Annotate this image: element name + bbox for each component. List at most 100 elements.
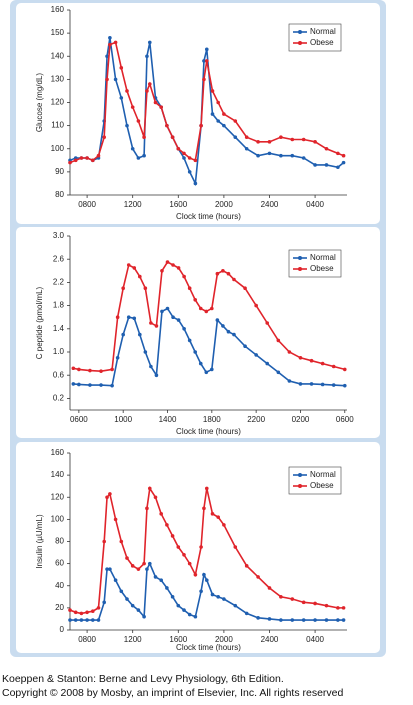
data-point — [193, 572, 198, 577]
data-point — [341, 606, 346, 610]
data-point — [232, 277, 236, 282]
data-point — [90, 158, 95, 163]
data-point — [105, 77, 109, 82]
data-point — [279, 153, 283, 158]
data-point — [199, 123, 203, 128]
y-tick-label: 0.2 — [53, 394, 65, 403]
data-point — [145, 567, 149, 571]
data-point — [154, 373, 159, 378]
data-point — [193, 298, 198, 302]
data-point — [193, 181, 198, 186]
data-point — [202, 506, 206, 511]
data-point — [149, 321, 153, 325]
data-point — [108, 42, 112, 47]
y-tick-label: 0 — [60, 625, 65, 634]
legend-swatch-dot — [298, 30, 302, 34]
data-point — [182, 327, 186, 331]
data-point — [341, 160, 346, 165]
y-tick-label: 0.6 — [53, 370, 65, 379]
data-point — [142, 153, 146, 158]
data-point — [102, 135, 106, 139]
data-point — [244, 564, 249, 568]
data-point — [71, 366, 76, 371]
data-point — [108, 567, 112, 571]
data-point — [243, 286, 247, 291]
data-point — [210, 89, 215, 93]
data-point — [105, 495, 109, 500]
legend-label: Obese — [310, 38, 334, 47]
y-tick-label: 80 — [55, 537, 64, 546]
data-point — [309, 358, 314, 363]
data-point — [279, 135, 283, 139]
data-point — [176, 545, 181, 549]
data-point — [182, 151, 186, 156]
data-point — [113, 40, 118, 45]
data-point — [125, 556, 129, 560]
data-point — [143, 350, 148, 354]
legend-swatch-dot — [298, 267, 302, 271]
data-point — [119, 66, 124, 70]
data-point — [96, 153, 101, 158]
data-point — [301, 156, 306, 160]
data-point — [88, 383, 92, 387]
data-point — [121, 286, 125, 291]
x-tick-label: 1400 — [159, 415, 177, 424]
data-point — [279, 618, 283, 622]
data-point — [341, 153, 346, 158]
data-point — [99, 383, 103, 387]
data-point — [145, 54, 149, 59]
y-tick-label: 110 — [51, 121, 64, 130]
data-point — [243, 344, 247, 349]
data-point — [226, 329, 231, 334]
data-point — [233, 545, 238, 549]
y-tick-label: 2.2 — [53, 278, 65, 287]
data-point — [256, 616, 260, 620]
data-point — [130, 603, 135, 608]
data-point — [216, 119, 220, 123]
data-point — [233, 603, 238, 608]
data-point — [182, 274, 186, 279]
y-tick-label: 1.8 — [53, 301, 65, 310]
data-point — [136, 119, 141, 123]
data-point — [143, 286, 148, 291]
x-tick-label: 2400 — [261, 200, 279, 209]
data-point — [110, 383, 114, 388]
data-point — [165, 260, 170, 264]
data-point — [138, 332, 142, 337]
data-point — [331, 364, 336, 369]
data-point — [336, 618, 340, 622]
data-point — [287, 350, 292, 354]
y-tick-label: 160 — [51, 448, 65, 457]
data-point — [244, 135, 249, 139]
data-point — [136, 156, 141, 160]
y-tick-label: 40 — [55, 581, 64, 590]
x-tick-label: 1000 — [114, 415, 132, 424]
data-point — [108, 35, 112, 40]
data-point — [115, 356, 120, 360]
y-axis-label: C peptide (pmol/mL) — [35, 286, 44, 359]
data-point — [165, 306, 170, 311]
data-point — [125, 123, 129, 128]
data-point — [256, 140, 260, 144]
data-point — [313, 163, 317, 167]
data-point — [136, 608, 141, 612]
data-point — [233, 119, 238, 123]
data-point — [204, 47, 209, 52]
data-point — [96, 606, 101, 610]
data-point — [73, 158, 78, 163]
data-point — [202, 572, 206, 577]
data-point — [222, 523, 226, 527]
data-point — [204, 578, 209, 583]
data-point — [102, 600, 106, 605]
data-point — [113, 578, 118, 583]
y-tick-label: 20 — [55, 603, 64, 612]
data-point — [336, 151, 340, 156]
data-point — [324, 163, 329, 167]
data-point — [267, 140, 272, 144]
x-tick-label: 0600 — [70, 415, 88, 424]
legend-swatch-dot — [298, 473, 302, 477]
data-point — [121, 332, 125, 337]
data-point — [85, 610, 89, 615]
data-point — [77, 367, 81, 372]
data-point — [176, 146, 181, 151]
